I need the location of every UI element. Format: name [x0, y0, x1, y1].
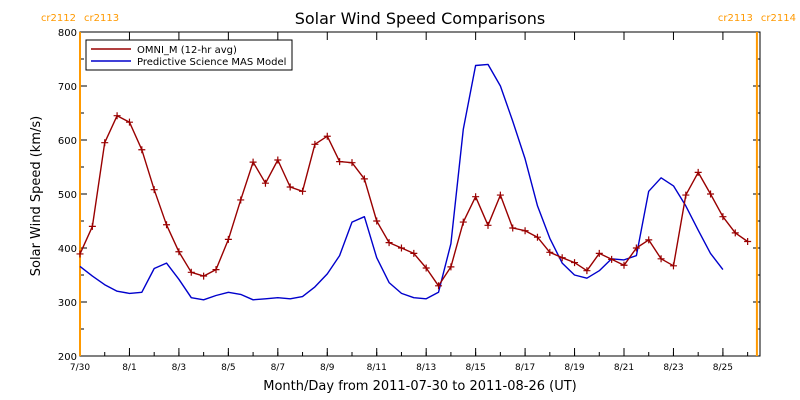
omni-data-point: [521, 227, 529, 235]
omni-data-point: [484, 221, 492, 229]
omni-data-point: [571, 259, 579, 267]
carrington-left-label: cr2112: [41, 13, 76, 24]
omni-data-point: [336, 158, 344, 166]
omni-data-point: [286, 183, 294, 191]
omni-data-point: [669, 262, 677, 270]
series-layer: [76, 63, 752, 301]
omni-data-point: [360, 175, 368, 183]
x-tick-label: 7/30: [70, 363, 90, 373]
omni-data-point: [583, 267, 591, 275]
chart-title: Solar Wind Speed Comparisons: [295, 9, 546, 28]
omni-data-point: [694, 168, 702, 176]
omni-data-point: [373, 217, 381, 225]
x-tick-label: 8/11: [367, 363, 387, 373]
omni-data-point: [311, 140, 319, 148]
plot-frame: [79, 31, 761, 357]
model-series-line: [79, 63, 724, 301]
omni-data-point: [546, 248, 554, 256]
omni-data-point: [200, 272, 208, 280]
y-tick-label: 400: [58, 244, 77, 255]
omni-data-point: [237, 196, 245, 204]
omni-data-point: [719, 213, 727, 221]
y-axis-label: Solar Wind Speed (km/s): [29, 116, 44, 276]
omni-data-point: [558, 254, 566, 262]
omni-data-point: [459, 218, 467, 226]
legend: OMNI_M (12-hr avg)Predictive Science MAS…: [85, 39, 293, 71]
omni-data-point: [150, 186, 158, 194]
omni-data-point: [435, 282, 443, 290]
omni-data-point: [113, 112, 121, 120]
omni-data-point: [397, 244, 405, 252]
omni-data-point: [76, 250, 84, 258]
omni-data-point: [645, 236, 653, 244]
y-tick-label: 500: [58, 190, 77, 201]
x-tick-label: 8/19: [564, 363, 584, 373]
omni-data-point: [632, 244, 640, 252]
omni-data-point: [657, 255, 665, 263]
y-tick-label: 200: [58, 352, 77, 363]
y-tick-label: 800: [58, 28, 77, 39]
omni-data-point: [682, 191, 690, 199]
x-tick-label: 8/3: [172, 363, 186, 373]
carrington-layer: cr2112 cr2113 cr2113 cr2114: [41, 13, 796, 356]
carrington-right-label: cr2114: [761, 13, 796, 24]
omni-data-point: [323, 132, 331, 140]
omni-data-point: [533, 233, 541, 241]
omni-data-point: [385, 239, 393, 247]
x-tick-label: 8/13: [416, 363, 436, 373]
omni-data-point: [175, 248, 183, 256]
omni-data-point: [348, 159, 356, 167]
omni-data-point: [125, 118, 133, 126]
x-tick-label: 8/23: [663, 363, 683, 373]
x-axis-label: Month/Day from 2011-07-30 to 2011-08-26 …: [263, 379, 576, 394]
omni-data-point: [608, 255, 616, 263]
axes-layer: 200 300 400 500 600 700 800 7/30 8/1 8/3 8/5 8/7 8/9…: [58, 28, 761, 373]
omni-data-point: [447, 263, 455, 271]
legend-label: OMNI_M (12-hr avg): [137, 45, 237, 56]
y-tick-label: 600: [58, 136, 77, 147]
x-tick-label: 8/9: [320, 363, 335, 373]
omni-data-point: [496, 191, 504, 199]
omni-data-point: [509, 224, 517, 232]
omni-data-point: [410, 249, 418, 257]
y-tick-label: 700: [58, 82, 77, 93]
omni-data-point: [163, 221, 171, 229]
legend-box: [85, 39, 293, 71]
omni-data-point: [101, 139, 109, 147]
carrington-right-label: cr2113: [84, 13, 119, 24]
omni-data-point: [138, 146, 146, 154]
omni-data-point: [299, 187, 307, 195]
x-tick-label: 8/5: [221, 363, 235, 373]
carrington-left-label: cr2113: [718, 13, 753, 24]
y-tick-label: 300: [58, 298, 77, 309]
omni-data-point: [472, 193, 480, 201]
omni-data-point: [595, 249, 603, 257]
omni-data-point: [88, 222, 96, 230]
x-tick-label: 8/15: [466, 363, 486, 373]
omni-data-point: [422, 264, 430, 272]
omni-data-point: [620, 261, 628, 269]
x-tick-label: 8/17: [515, 363, 535, 373]
omni-data-point: [744, 238, 752, 246]
x-tick-label: 8/1: [122, 363, 136, 373]
x-tick-label: 8/25: [713, 363, 733, 373]
omni-data-point: [187, 268, 195, 276]
omni-data-point: [274, 156, 282, 164]
omni-data-point: [212, 266, 220, 274]
omni-data-point: [731, 229, 739, 237]
omni-data-point: [707, 190, 715, 198]
x-tick-label: 8/21: [614, 363, 634, 373]
x-tick-label: 8/7: [271, 363, 285, 373]
omni-data-point: [249, 158, 257, 166]
omni-data-point: [224, 235, 232, 243]
legend-label: Predictive Science MAS Model: [137, 57, 286, 68]
omni-data-point: [261, 179, 269, 187]
